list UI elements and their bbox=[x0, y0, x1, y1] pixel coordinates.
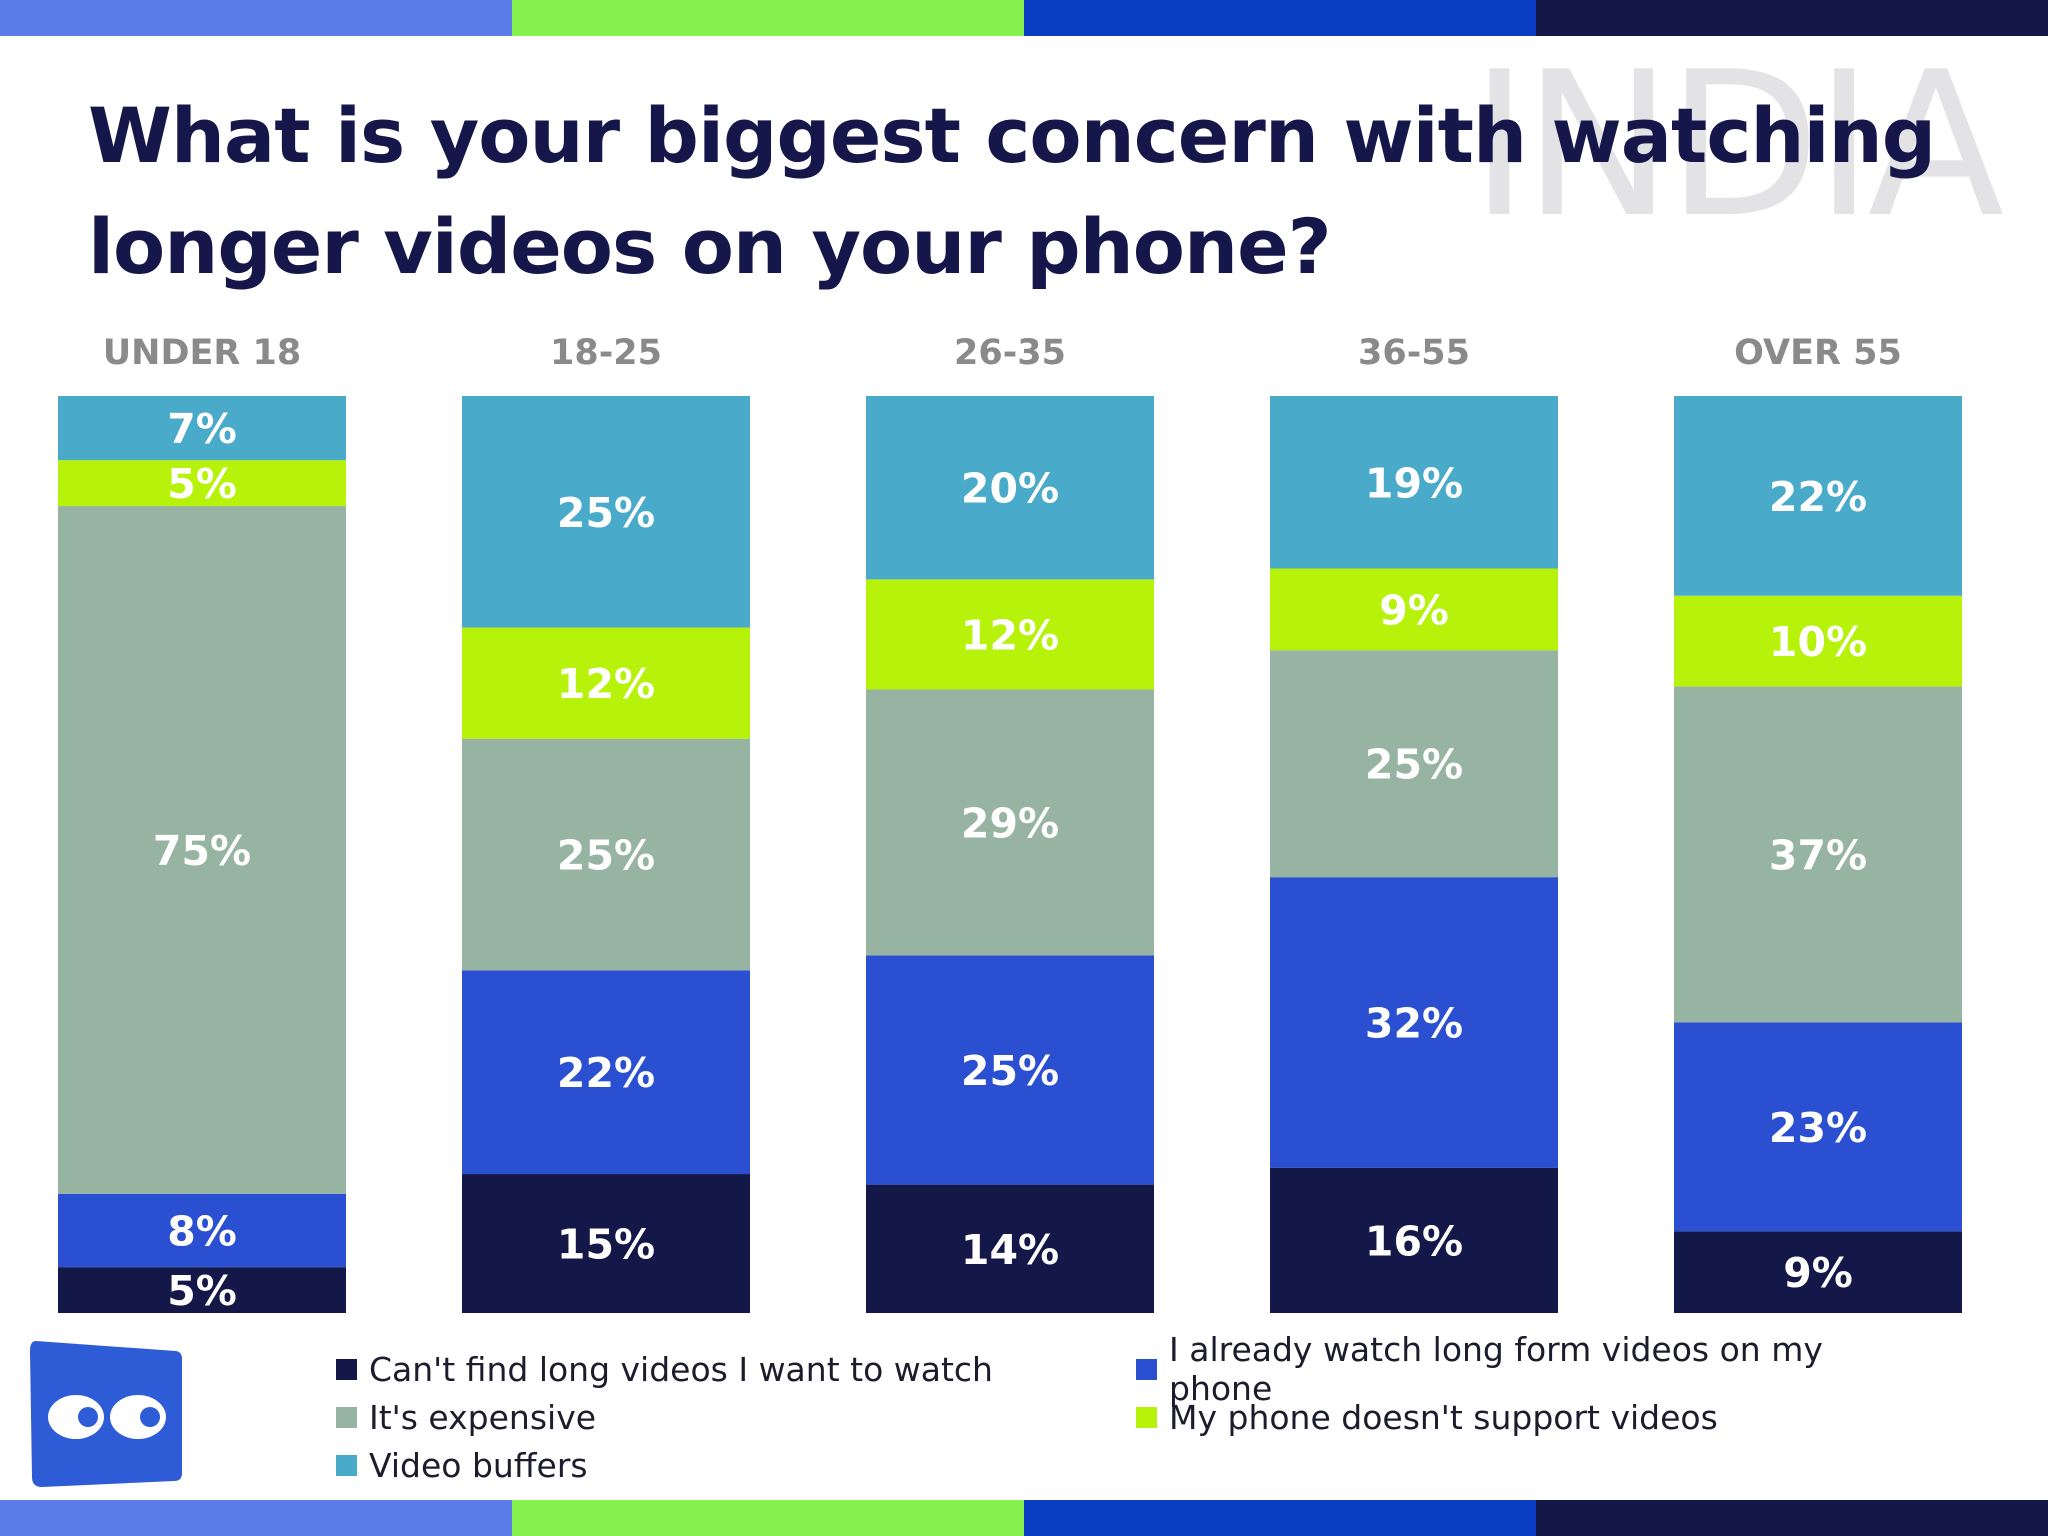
legend-label: I already watch long form videos on my p… bbox=[1169, 1330, 1823, 1408]
bar-segment bbox=[1270, 568, 1558, 651]
data-label: 5% bbox=[167, 460, 237, 508]
bar-segment bbox=[58, 506, 346, 1194]
legend-item: My phone doesn't support videos bbox=[1136, 1396, 1936, 1438]
stripe-segment-4 bbox=[1536, 1500, 2048, 1536]
legend-label: My phone doesn't support videos bbox=[1169, 1397, 1718, 1437]
data-label: 25% bbox=[557, 489, 655, 537]
data-label: 37% bbox=[1769, 832, 1867, 880]
data-label: 15% bbox=[557, 1221, 655, 1269]
data-label: 25% bbox=[961, 1047, 1059, 1095]
bar-segment bbox=[1674, 686, 1962, 1023]
bar-segment bbox=[462, 738, 750, 971]
data-label: 5% bbox=[167, 1267, 237, 1315]
bar-segment bbox=[58, 460, 346, 507]
bar-segment bbox=[866, 579, 1154, 690]
bar-segment bbox=[1674, 396, 1962, 596]
data-label: 10% bbox=[1769, 618, 1867, 666]
legend-label: Video buffers bbox=[369, 1445, 588, 1485]
bottom-color-stripe bbox=[0, 1500, 2048, 1536]
category-label: UNDER 18 bbox=[103, 333, 302, 373]
legend-item: Can't find long videos I want to watch bbox=[336, 1348, 1136, 1390]
eyes-logo-icon bbox=[30, 1341, 182, 1487]
bar-segment bbox=[58, 396, 346, 461]
bar-segment bbox=[1270, 396, 1558, 569]
data-label: 12% bbox=[961, 611, 1059, 659]
category-label: OVER 55 bbox=[1734, 333, 1902, 373]
stripe-segment-4 bbox=[1536, 0, 2048, 36]
legend-label: It's expensive bbox=[369, 1397, 597, 1437]
top-color-stripe bbox=[0, 0, 2048, 36]
data-label: 9% bbox=[1379, 586, 1449, 634]
legend-swatch bbox=[1136, 1406, 1157, 1428]
data-label: 22% bbox=[557, 1049, 655, 1097]
country-watermark: INDIA bbox=[1470, 29, 2004, 262]
data-label: 29% bbox=[961, 799, 1059, 847]
bar-segment bbox=[1674, 595, 1962, 687]
bar-segment bbox=[462, 1174, 750, 1313]
data-label: 32% bbox=[1365, 999, 1463, 1047]
data-label: 14% bbox=[961, 1226, 1059, 1274]
legend-swatch bbox=[1136, 1358, 1157, 1380]
bar-segment bbox=[58, 1193, 346, 1268]
data-label: 8% bbox=[167, 1207, 237, 1255]
data-label: 20% bbox=[961, 465, 1059, 513]
stripe-segment-3 bbox=[1024, 0, 1536, 36]
bar-segment bbox=[866, 396, 1154, 580]
legend-label: Can't find long videos I want to watch bbox=[369, 1349, 993, 1389]
category-label: 26-35 bbox=[954, 333, 1066, 373]
bar-segment bbox=[1674, 1022, 1962, 1232]
legend-swatch bbox=[336, 1406, 357, 1428]
legend-swatch bbox=[336, 1358, 357, 1380]
stripe-segment-2 bbox=[512, 0, 1024, 36]
data-label: 9% bbox=[1783, 1249, 1853, 1297]
legend-item: I already watch long form videos on my p… bbox=[1136, 1330, 1936, 1408]
stripe-segment-1 bbox=[0, 1500, 512, 1536]
stripe-segment-1 bbox=[0, 0, 512, 36]
category-label: 18-25 bbox=[550, 333, 662, 373]
legend-item: Video buffers bbox=[336, 1444, 1136, 1486]
category-label: 36-55 bbox=[1358, 333, 1470, 373]
bar-segment bbox=[462, 970, 750, 1175]
bar-segment bbox=[462, 396, 750, 628]
chart-title: What is your biggest concern with watchi… bbox=[88, 91, 1936, 291]
bar-segment bbox=[1674, 1231, 1962, 1313]
stripe-segment-2 bbox=[512, 1500, 1024, 1536]
bar-segment bbox=[58, 1267, 346, 1313]
bar-segment bbox=[462, 627, 750, 739]
bar-segment bbox=[866, 689, 1154, 956]
bar-segment bbox=[866, 1184, 1154, 1313]
data-label: 23% bbox=[1769, 1104, 1867, 1152]
chart-legend: Can't find long videos I want to watch I … bbox=[336, 1330, 1956, 1488]
legend-swatch bbox=[336, 1454, 357, 1476]
data-label: 25% bbox=[1365, 741, 1463, 789]
bar-segment bbox=[866, 955, 1154, 1185]
stacked-bar-chart: UNDER 18 5% 8% 75% 5% 7% 18-25 15% 22% 25% 12% 25% 2… bbox=[58, 333, 1962, 1315]
stripe-segment-3 bbox=[1024, 1500, 1536, 1536]
data-label: 22% bbox=[1769, 473, 1867, 521]
data-label: 7% bbox=[167, 405, 237, 453]
bar-segment bbox=[1270, 877, 1558, 1168]
bar-segment bbox=[1270, 650, 1558, 878]
data-label: 25% bbox=[557, 832, 655, 880]
data-label: 19% bbox=[1365, 459, 1463, 507]
data-label: 16% bbox=[1365, 1217, 1463, 1265]
bar-segment bbox=[1270, 1167, 1558, 1313]
data-label: 12% bbox=[557, 660, 655, 708]
data-label: 75% bbox=[153, 827, 251, 875]
legend-item: It's expensive bbox=[336, 1396, 1136, 1438]
